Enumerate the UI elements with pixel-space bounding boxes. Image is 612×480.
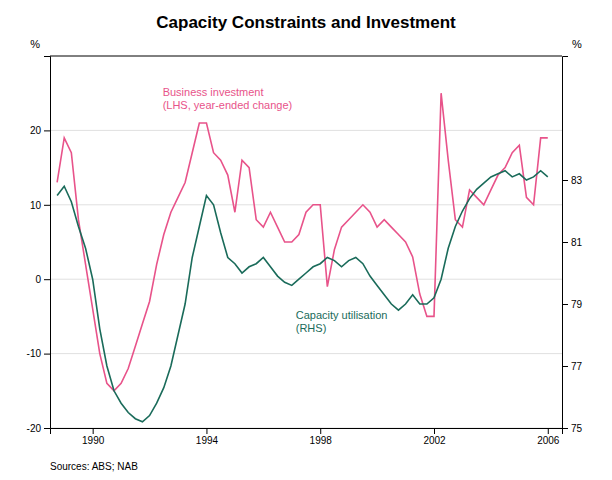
tick: 2002: [423, 428, 446, 446]
tick-mark: [44, 354, 50, 355]
tick-mark: [44, 205, 50, 206]
tick: 20: [30, 125, 50, 136]
tick-label: 20: [30, 125, 42, 136]
tick-label: 79: [571, 299, 583, 310]
tick: 75: [562, 423, 583, 434]
tick-label: 0: [35, 274, 41, 285]
axis-line: [563, 57, 569, 429]
tick: 77: [562, 361, 583, 372]
frame: [50, 56, 562, 57]
grid: [50, 130, 562, 428]
tick-mark: [320, 428, 321, 434]
tick: 83: [562, 175, 583, 186]
series-label: Business investment(LHS, year-ended chan…: [163, 86, 293, 111]
grid-line: [50, 130, 562, 131]
series-line: [57, 93, 548, 391]
grid-line: [50, 353, 562, 354]
y-axis: -20 -10 0 10 20: [27, 57, 51, 434]
tick-mark: [206, 428, 207, 434]
tick-mark: [562, 428, 568, 429]
tick-label: 10: [30, 200, 42, 211]
source: Sources: ABS; NAB: [50, 461, 138, 472]
tick-label: 2006: [537, 435, 560, 446]
tick: 2006: [537, 428, 560, 446]
tick-mark: [44, 428, 50, 429]
axis-line: [51, 429, 563, 435]
title: Capacity Constraints and Investment: [156, 13, 456, 32]
tick-label: -20: [27, 423, 42, 434]
tick: 0: [35, 274, 50, 285]
tick: 79: [562, 299, 583, 310]
series-label: Capacity utilisation(RHS): [296, 309, 388, 334]
tick: -20: [27, 423, 50, 434]
y2-axis: 75 77 79 81 83: [562, 57, 583, 434]
tick-mark: [562, 366, 568, 367]
y2-axis-label: %: [572, 38, 582, 50]
tick-mark: [562, 304, 568, 305]
tick-mark: [44, 279, 50, 280]
tick-mark: [562, 180, 568, 181]
tick-label: -10: [27, 348, 42, 359]
y-axis-label: %: [30, 38, 40, 50]
tick-mark: [434, 428, 435, 434]
axis-line: [44, 57, 51, 429]
grid-line: [50, 204, 562, 205]
chart: 1990 1994 1998 2002 2006 -20 -10 0 10 20 75 77 79 81 8…: [0, 0, 612, 480]
tick: 81: [562, 237, 583, 248]
tick-label: 83: [571, 175, 583, 186]
tick-mark: [44, 130, 50, 131]
tick-label: 77: [571, 361, 583, 372]
tick-label: 81: [571, 237, 583, 248]
grid-line: [50, 279, 562, 280]
tick-mark: [562, 242, 568, 243]
x-axis: 1990 1994 1998 2002 2006: [51, 428, 563, 446]
tick-label: 75: [571, 423, 583, 434]
tick: 1990: [82, 428, 105, 446]
tick-label: 1994: [196, 435, 219, 446]
tick-mark: [548, 428, 549, 434]
tick-label: 1998: [310, 435, 333, 446]
plot: 1990 1994 1998 2002 2006 -20 -10 0 10 20 75 77 79 81 8…: [27, 56, 583, 446]
tick: 1994: [196, 428, 219, 446]
tick: 10: [30, 200, 50, 211]
tick-mark: [93, 428, 94, 434]
tick: -10: [27, 348, 50, 359]
tick-label: 1990: [82, 435, 105, 446]
tick: 1998: [310, 428, 333, 446]
lines: [57, 93, 548, 422]
tick-label: 2002: [423, 435, 446, 446]
series-line: [57, 171, 548, 422]
